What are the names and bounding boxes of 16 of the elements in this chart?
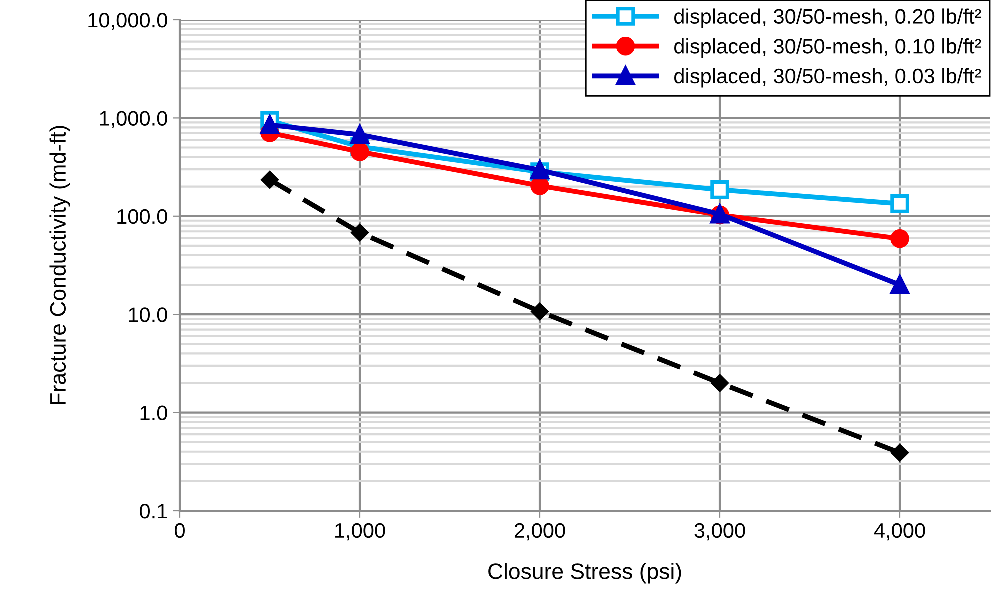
y-tick-label: 0.1 [140, 504, 168, 519]
legend-label: displaced, 30/50-mesh, 0.10 lb/ft² [674, 38, 982, 58]
x-tick-label: 1,000 [336, 523, 386, 541]
x-axis-title: Closure Stress (psi) [488, 563, 682, 584]
x-tick-label: 4,000 [874, 523, 926, 541]
y-tick-label: 10,000.0 [88, 13, 168, 30]
legend-label: displaced, 30/50-mesh, 0.03 lb/ft² [674, 68, 982, 88]
y-tick-label: 1,000.0 [100, 111, 168, 128]
x-tick-label: 0 [175, 523, 185, 538]
legend-label: displaced, 30/50-mesh, 0.20 lb/ft² [674, 8, 982, 28]
y-axis-title: Fracture Conductivity (md-ft) [50, 126, 70, 404]
y-tick-label: 1.0 [140, 406, 168, 421]
x-tick-label: 2,000 [514, 523, 566, 541]
x-tick-label: 3,000 [694, 523, 746, 541]
y-tick-label: 10.0 [129, 308, 168, 322]
y-tick-label: 100.0 [118, 209, 168, 224]
